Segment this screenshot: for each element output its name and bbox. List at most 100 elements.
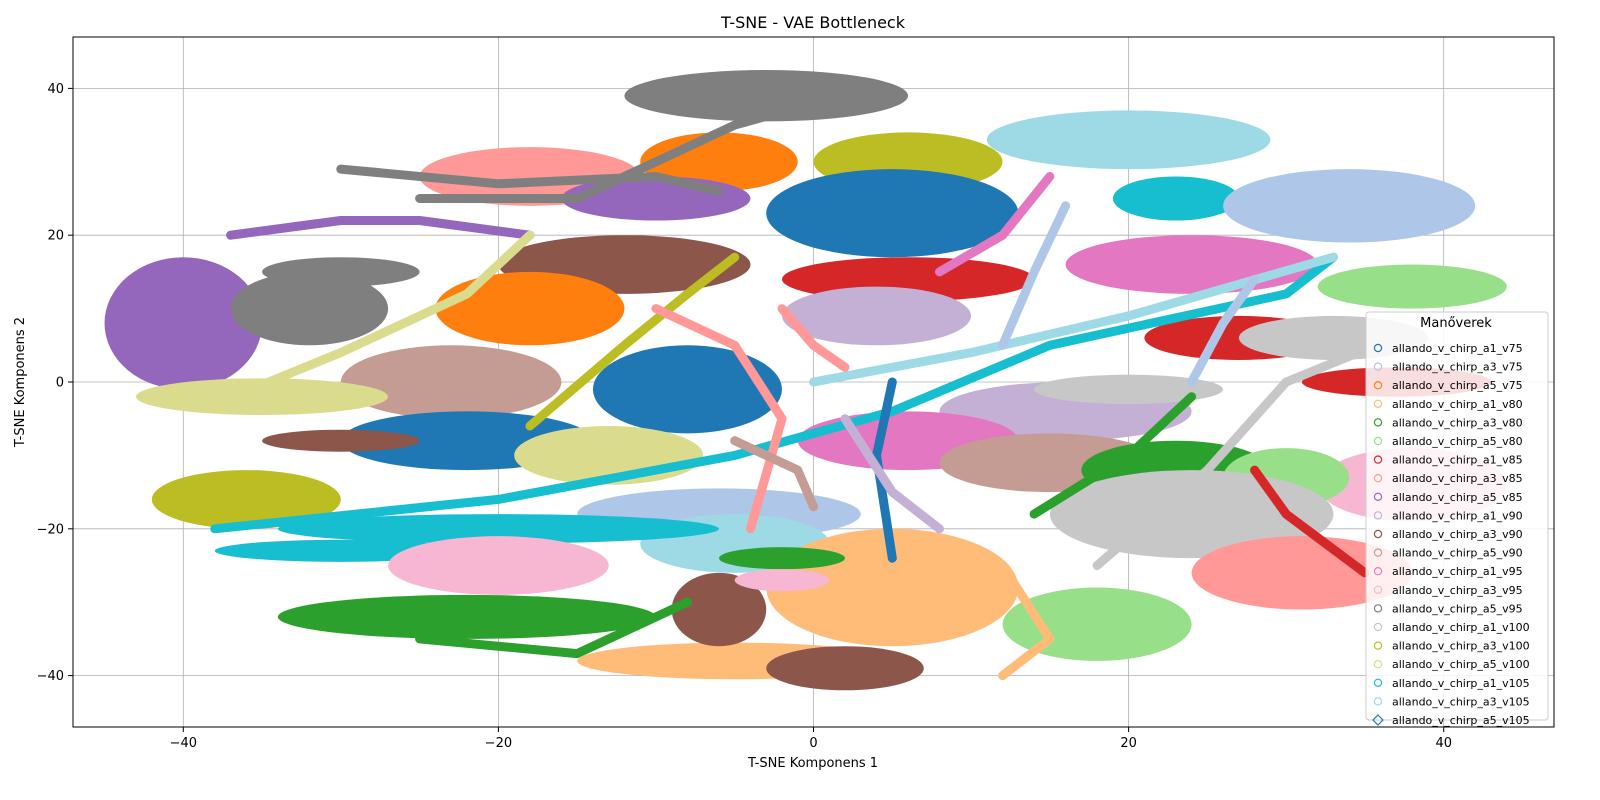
legend-marker bbox=[1373, 641, 1383, 650]
cluster-allando_v_chirp_a5_v95 bbox=[230, 271, 389, 346]
legend-label: allando_v_chirp_a5_v90 bbox=[1392, 547, 1523, 560]
x-tick-label: −40 bbox=[170, 736, 197, 751]
legend-marker bbox=[1373, 567, 1383, 576]
strand-allando_v_chirp_a1_v85 bbox=[1250, 465, 1370, 578]
legend-marker bbox=[1373, 436, 1383, 446]
cluster-allando_v_chirp_a5_v95 bbox=[262, 257, 420, 287]
legend-label: allando_v_chirp_a5_v75 bbox=[1392, 379, 1523, 392]
cluster-allando_v_chirp_a1_v75 bbox=[592, 345, 782, 434]
cluster-allando_v_chirp_a3_v80 bbox=[718, 547, 846, 570]
legend-entry: allando_v_chirp_a1_v85 bbox=[1373, 454, 1523, 467]
strand-allando_v_chirp_a1_v75 bbox=[872, 377, 897, 563]
legend-label: allando_v_chirp_a1_v75 bbox=[1392, 342, 1523, 355]
strand-allando_v_chirp_a1_v105 bbox=[210, 252, 1338, 534]
y-tick-label: −40 bbox=[37, 669, 64, 684]
legend-marker bbox=[1373, 455, 1383, 464]
cluster-allando_v_chirp_a1_v105 bbox=[1112, 176, 1239, 221]
legend-label: allando_v_chirp_a1_v105 bbox=[1392, 677, 1530, 690]
cluster-allando_v_chirp_a5_v95 bbox=[624, 70, 909, 122]
y-tick-label: 40 bbox=[47, 82, 64, 97]
legend-marker bbox=[1373, 492, 1383, 501]
legend-marker bbox=[1373, 660, 1383, 669]
cluster-allando_v_chirp_a1_v100 bbox=[1049, 470, 1334, 559]
cluster-allando_v_chirp_a5_v75 bbox=[435, 271, 625, 346]
legend-label: allando_v_chirp_a3_v75 bbox=[1392, 361, 1523, 374]
legend-marker bbox=[1373, 697, 1383, 706]
strand-allando_v_chirp_a1_v80 bbox=[998, 561, 1055, 681]
legend-label: allando_v_chirp_a3_v105 bbox=[1392, 695, 1530, 708]
legend-label: allando_v_chirp_a1_v90 bbox=[1392, 509, 1523, 522]
cluster-allando_v_chirp_a5_v80 bbox=[1317, 264, 1507, 309]
legend-marker bbox=[1373, 529, 1383, 539]
legend-entry: allando_v_chirp_a5_v105 bbox=[1372, 714, 1530, 727]
legend-entry: allando_v_chirp_a5_v95 bbox=[1373, 602, 1523, 615]
legend-box bbox=[1365, 311, 1549, 721]
strand-allando_v_chirp_a3_v100 bbox=[525, 252, 740, 431]
legend-entry: allando_v_chirp_a1_v100 bbox=[1373, 621, 1530, 634]
strand-allando_v_chirp_a5_v95 bbox=[415, 98, 818, 203]
legend-entry: allando_v_chirp_a5_v75 bbox=[1373, 379, 1523, 392]
legend-marker bbox=[1373, 511, 1383, 520]
legend-marker bbox=[1373, 604, 1383, 613]
y-tick-label: 20 bbox=[47, 229, 64, 244]
cluster-allando_v_chirp_a3_v80 bbox=[277, 594, 656, 639]
strand-allando_v_chirp_a3_v85 bbox=[777, 304, 850, 372]
strand-allando_v_chirp_a3_v75 bbox=[998, 201, 1071, 350]
cluster-allando_v_chirp_a3_v95 bbox=[734, 569, 830, 592]
cluster-allando_v_chirp_a3_v75 bbox=[1223, 169, 1476, 243]
x-tick-label: 20 bbox=[1120, 736, 1137, 751]
legend-label: allando_v_chirp_a1_v100 bbox=[1392, 621, 1530, 634]
cluster-allando_v_chirp_a3_v105 bbox=[986, 110, 1271, 170]
scatter-points bbox=[104, 70, 1507, 691]
strand-allando_v_chirp_a5_v85 bbox=[226, 216, 535, 240]
cluster-allando_v_chirp_a3_v90 bbox=[671, 572, 767, 647]
cluster-allando_v_chirp_a5_v100 bbox=[136, 378, 389, 416]
legend-entry: allando_v_chirp_a1_v105 bbox=[1373, 677, 1530, 690]
cluster-allando_v_chirp_a1_v105 bbox=[277, 514, 719, 544]
legend-marker bbox=[1373, 381, 1383, 390]
legend-label: allando_v_chirp_a3_v80 bbox=[1392, 416, 1523, 429]
cluster-allando_v_chirp_a1_v95 bbox=[1065, 235, 1318, 294]
cluster-allando_v_chirp_a3_v100 bbox=[151, 470, 341, 529]
strand-allando_v_chirp_a3_v75 bbox=[1187, 274, 1260, 387]
legend-label: allando_v_chirp_a1_v85 bbox=[1392, 454, 1523, 467]
legend-entry: allando_v_chirp_a3_v85 bbox=[1373, 472, 1523, 485]
legend-label: allando_v_chirp_a3_v85 bbox=[1392, 472, 1523, 485]
cluster-allando_v_chirp_a3_v85 bbox=[1191, 536, 1413, 610]
legend-entry: allando_v_chirp_a5_v85 bbox=[1373, 491, 1523, 504]
legend-label: allando_v_chirp_a5_v95 bbox=[1392, 602, 1523, 615]
legend-marker bbox=[1372, 714, 1384, 726]
cluster-allando_v_chirp_a1_v100 bbox=[1034, 374, 1224, 405]
legend-entry: allando_v_chirp_a3_v75 bbox=[1373, 361, 1523, 374]
legend-entry: allando_v_chirp_a3_v90 bbox=[1373, 528, 1523, 541]
legend-marker bbox=[1373, 548, 1383, 557]
legend-marker bbox=[1373, 343, 1383, 353]
legend-marker bbox=[1373, 399, 1383, 408]
legend-entry: allando_v_chirp_a5_v80 bbox=[1373, 435, 1523, 448]
legend: Manőverek allando_v_chirp_a1_v75 allando_… bbox=[1365, 311, 1549, 727]
legend-marker bbox=[1373, 622, 1383, 632]
legend-marker bbox=[1373, 474, 1383, 483]
chart-title: T-SNE - VAE Bottleneck bbox=[720, 13, 906, 32]
strand-allando_v_chirp_a1_v100 bbox=[1092, 326, 1417, 570]
legend-label: allando_v_chirp_a5_v85 bbox=[1392, 491, 1523, 504]
strand-allando_v_chirp_a3_v105 bbox=[809, 252, 1338, 387]
x-tick-label: −20 bbox=[485, 736, 512, 751]
x-tick-label: 40 bbox=[1435, 736, 1452, 751]
strand-allando_v_chirp_a1_v90 bbox=[840, 414, 944, 534]
y-axis-label: T-SNE Komponens 2 bbox=[13, 317, 28, 448]
legend-label: allando_v_chirp_a1_v80 bbox=[1392, 398, 1523, 411]
legend-marker bbox=[1373, 585, 1383, 595]
legend-entry: allando_v_chirp_a3_v105 bbox=[1373, 695, 1530, 708]
legend-entry: allando_v_chirp_a1_v95 bbox=[1373, 565, 1523, 578]
legend-label: allando_v_chirp_a5_v105 bbox=[1392, 714, 1530, 727]
legend-label: allando_v_chirp_a1_v95 bbox=[1392, 565, 1523, 578]
strand-allando_v_chirp_a3_v80 bbox=[1029, 392, 1197, 519]
legend-marker bbox=[1373, 678, 1383, 688]
legend-title: Manőverek bbox=[1420, 316, 1492, 331]
legend-entry: allando_v_chirp_a1_v75 bbox=[1373, 342, 1523, 355]
legend-entry: allando_v_chirp_a3_v100 bbox=[1373, 640, 1530, 653]
legend-label: allando_v_chirp_a3_v100 bbox=[1392, 640, 1530, 653]
x-axis-label: T-SNE Komponens 1 bbox=[747, 756, 878, 771]
